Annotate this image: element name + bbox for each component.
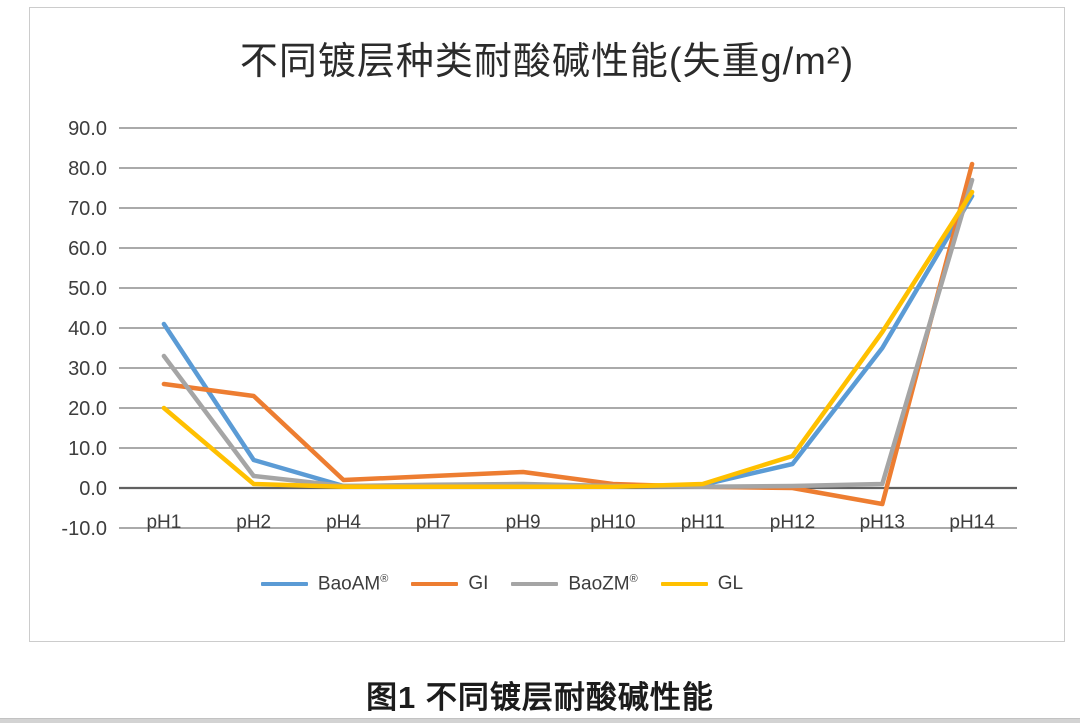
series-line-BaoZM: [161, 177, 975, 490]
y-axis-tick-label: 60.0: [68, 238, 107, 260]
legend-line-swatch: [511, 582, 559, 587]
legend-line-swatch: [260, 582, 308, 587]
y-axis-tick-label: 90.0: [68, 118, 107, 140]
legend-label: BaoZM®: [568, 573, 638, 595]
x-axis-category-label: pH4: [326, 512, 361, 533]
line-chart: 90.0 80.0 70.0 60.0 50.0 40.0 30.0 20.0 10.0 0.0 -…: [61, 118, 1017, 540]
x-axis-category-label: pH2: [236, 512, 271, 533]
y-axis-tick-label: 70.0: [68, 198, 107, 220]
x-axis-category-label: pH11: [681, 512, 725, 533]
x-axis-category-label: pH1: [146, 512, 181, 533]
legend-item: BaoAM®: [260, 573, 389, 595]
series-line-BaoAM: [161, 193, 975, 490]
x-axis-category-label: pH14: [949, 512, 995, 533]
figure-caption: 图1 不同镀层耐酸碱性能: [366, 680, 714, 715]
series-line-GI: [161, 161, 975, 507]
chart-title: 不同镀层种类耐酸碱性能(失重g/m²): [239, 41, 855, 83]
bottom-divider: [0, 718, 1080, 723]
y-axis-tick-label: 30.0: [68, 358, 107, 380]
legend-label: BaoAM®: [317, 573, 389, 595]
y-axis-tick-label: 0.0: [79, 478, 107, 500]
legend-label: GL: [717, 573, 744, 595]
legend-line-swatch: [411, 582, 459, 587]
x-axis-category-label: pH10: [590, 512, 635, 533]
x-axis-category-label: pH12: [770, 512, 815, 533]
legend-label: GI: [468, 573, 489, 595]
legend-item: BaoZM®: [511, 573, 638, 595]
y-axis-tick-label: 50.0: [68, 278, 107, 300]
x-axis-category-label: pH7: [416, 512, 451, 533]
legend-item: GI: [411, 573, 488, 595]
chart-legend: BaoAM® GI BaoZM® GL: [0, 573, 1019, 595]
x-axis-category-label: pH9: [506, 512, 541, 533]
series-line-GL: [161, 189, 975, 490]
y-axis-tick-label: 80.0: [68, 158, 107, 180]
y-axis-tick-label: 10.0: [68, 438, 107, 460]
chart-container: 90.0 80.0 70.0 60.0 50.0 40.0 30.0 20.0 10.0 0.0 -…: [29, 7, 1065, 642]
legend-line-swatch: [660, 582, 708, 587]
y-axis-tick-label: -10.0: [61, 518, 107, 540]
legend-item: GL: [660, 573, 744, 595]
x-axis-category-label: pH13: [860, 512, 905, 533]
registered-mark: ®: [629, 573, 638, 585]
y-axis-tick-label: 40.0: [68, 318, 107, 340]
y-axis-tick-label: 20.0: [68, 398, 107, 420]
registered-mark: ®: [380, 573, 389, 585]
